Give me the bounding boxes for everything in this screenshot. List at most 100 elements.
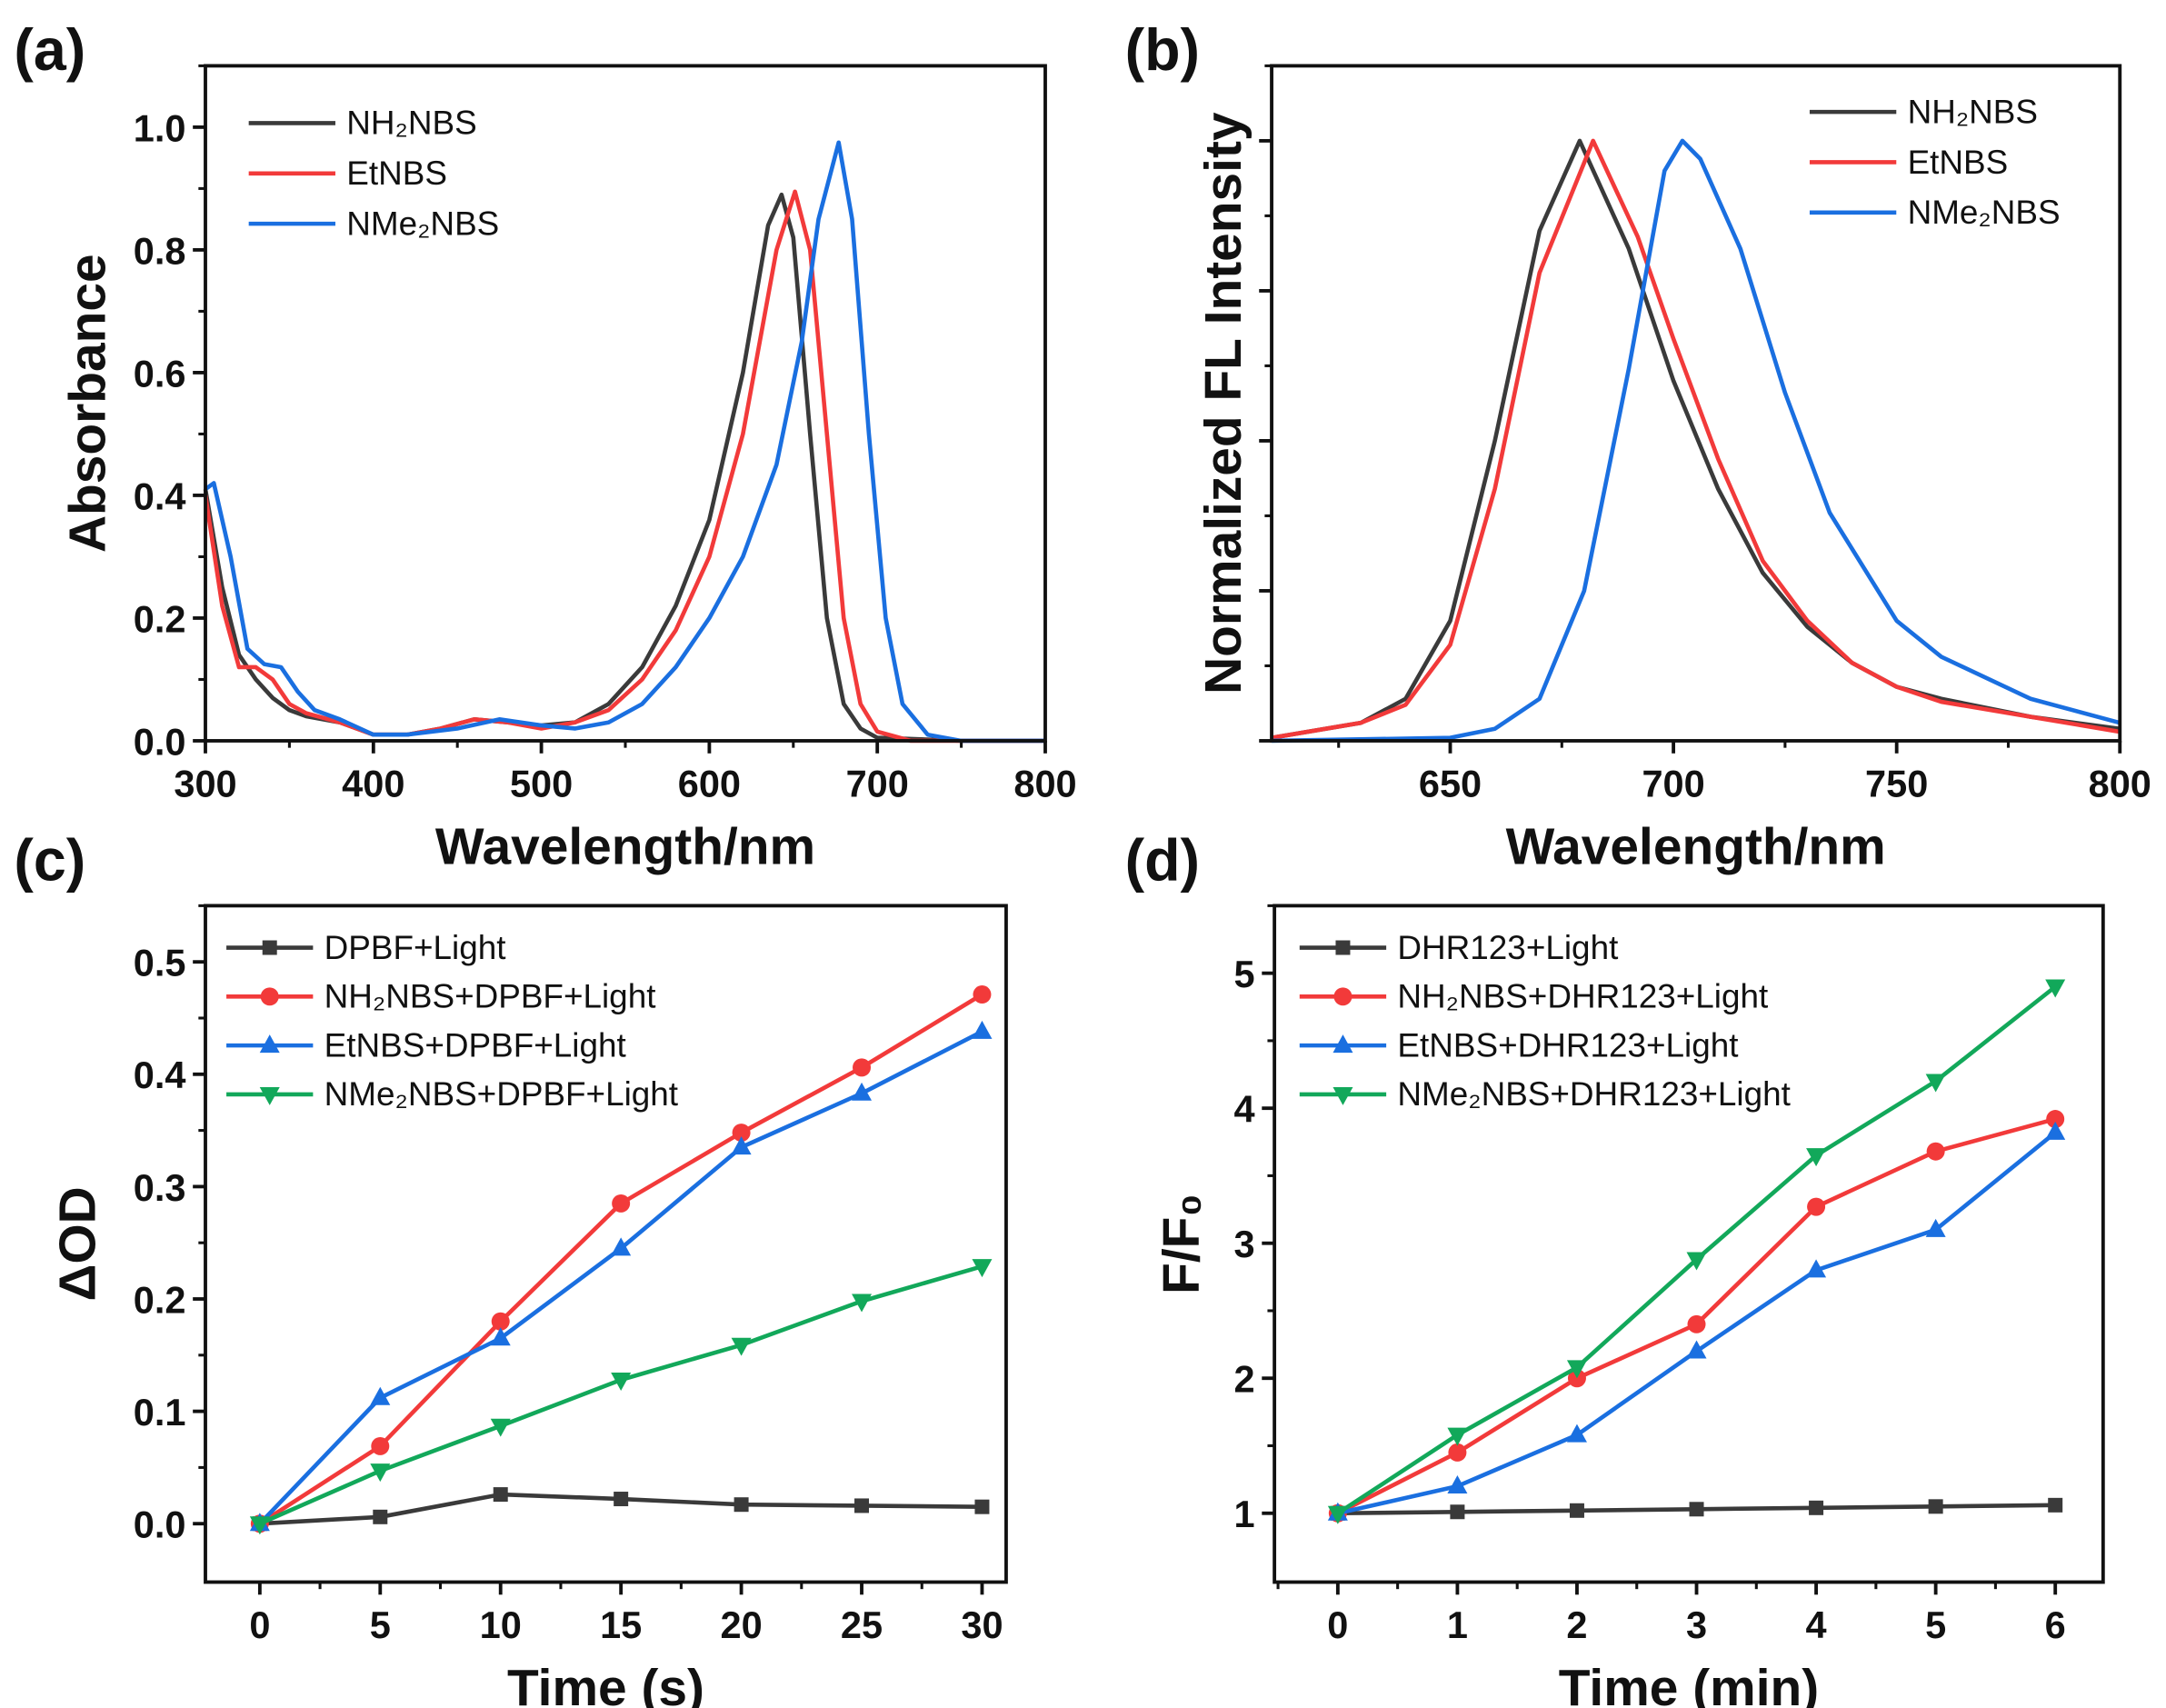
series-2 xyxy=(1272,138,2121,744)
data-point xyxy=(1689,1502,1704,1517)
legend-label: NH₂NBS xyxy=(346,105,476,142)
data-point xyxy=(1450,1504,1465,1520)
series-1 xyxy=(203,189,1045,744)
legend-label: NH₂NBS+DHR123+Light xyxy=(1397,978,1768,1015)
legend-entry: EtNBS xyxy=(248,155,447,192)
data-point xyxy=(491,1312,510,1331)
x-tick-label: 15 xyxy=(600,1603,642,1646)
legend-entry: DPBF+Light xyxy=(226,929,506,966)
legend-entry: EtNBS xyxy=(1809,144,2009,181)
series-3 xyxy=(249,1259,993,1535)
data-point xyxy=(1807,1197,1826,1216)
data-point xyxy=(262,940,277,955)
data-point xyxy=(370,1463,391,1483)
x-axis-title: Wavelength/nm xyxy=(435,818,815,875)
y-axis-title: Normalized FL Intensity xyxy=(1195,112,1253,694)
y-tick-label: 0.4 xyxy=(134,1054,186,1096)
series-line xyxy=(1272,138,2121,744)
x-tick-label: 700 xyxy=(1642,762,1704,804)
legend-entry: EtNBS+DHR123+Light xyxy=(1299,1026,1739,1064)
legend-label: NMe₂NBS xyxy=(346,205,499,242)
x-tick-label: 500 xyxy=(510,762,573,804)
y-tick-label: 4 xyxy=(1234,1088,1255,1131)
y-tick-label: 0.1 xyxy=(134,1391,186,1433)
panel-c: (c) DPBF+Light NH₂NBS+DPBF+Light EtNBS+DPBF… xyxy=(14,828,1008,1708)
data-point xyxy=(611,1237,632,1256)
x-tick-label: 30 xyxy=(961,1603,1003,1646)
x-tick-label: 1 xyxy=(1447,1603,1468,1646)
legend-label: DHR123+Light xyxy=(1397,929,1618,966)
legend-label: NMe₂NBS+DPBF+Light xyxy=(324,1075,678,1113)
legend-label: EtNBS xyxy=(346,155,447,192)
series-2 xyxy=(249,1020,993,1532)
data-point xyxy=(614,1492,629,1507)
series-line xyxy=(204,140,1045,744)
x-tick-label: 5 xyxy=(370,1603,391,1646)
x-tick-label: 2 xyxy=(1566,1603,1587,1646)
legend-entry: NH₂NBS xyxy=(248,105,477,142)
data-point xyxy=(973,985,992,1004)
panel-label: (c) xyxy=(14,828,85,894)
x-tick-label: 25 xyxy=(841,1603,883,1646)
y-tick-label: 1.0 xyxy=(134,106,186,149)
data-point xyxy=(1925,1074,1946,1093)
series-0 xyxy=(1330,1497,2063,1521)
data-point xyxy=(1333,1086,1353,1105)
legend-label: NH₂NBS xyxy=(1908,93,2038,130)
y-tick-label: 0.0 xyxy=(134,1503,186,1546)
data-point xyxy=(974,1499,990,1514)
series-1 xyxy=(250,985,992,1533)
legend-entry: NH₂NBS+DHR123+Light xyxy=(1299,978,1768,1015)
data-point xyxy=(1447,1427,1468,1446)
legend-entry: EtNBS+DPBF+Light xyxy=(226,1026,626,1064)
panel-a: (a) NH₂NBS EtNBS NMe₂NBS 300 400 500 600 700 800 0… xyxy=(14,17,1076,875)
y-tick-label: 0.6 xyxy=(134,352,186,395)
legend-label: EtNBS xyxy=(1908,144,2009,181)
data-point xyxy=(1928,1499,1943,1514)
x-tick-label: 650 xyxy=(1419,762,1482,804)
data-point xyxy=(731,1337,752,1356)
data-point xyxy=(1806,1148,1827,1167)
data-point xyxy=(731,1136,752,1155)
x-tick-label: 5 xyxy=(1925,1603,1946,1646)
series-line xyxy=(203,192,1045,744)
data-point xyxy=(249,1516,270,1535)
y-tick-label: 0.2 xyxy=(134,1278,186,1321)
data-point xyxy=(1447,1475,1468,1494)
legend-label: NMe₂NBS xyxy=(1908,194,2061,231)
series-1 xyxy=(1328,1110,2065,1523)
data-point xyxy=(371,1436,390,1455)
x-tick-label: 600 xyxy=(678,762,741,804)
panel-label: (d) xyxy=(1125,828,1200,894)
series-line xyxy=(1336,984,2057,1515)
series-0 xyxy=(252,1487,990,1532)
legend-entry: NH₂NBS+DPBF+Light xyxy=(226,978,655,1015)
series-2 xyxy=(204,140,1045,744)
y-axis-title: Absorbance xyxy=(59,254,116,553)
y-axis-title: F/F₀ xyxy=(1153,1194,1211,1294)
panel-b: (b) NH₂NBS EtNBS NMe₂NBS 650 700 750 800 Wavelen… xyxy=(1125,17,2151,875)
data-point xyxy=(1327,1505,1348,1524)
data-point xyxy=(1686,1340,1707,1359)
x-tick-label: 800 xyxy=(2089,762,2151,804)
y-tick-label: 0.4 xyxy=(134,474,186,517)
y-tick-label: 1 xyxy=(1234,1493,1255,1535)
x-axis-title: Time (s) xyxy=(507,1660,704,1708)
x-tick-label: 3 xyxy=(1686,1603,1707,1646)
data-point xyxy=(2046,1110,2065,1129)
data-point xyxy=(972,1020,993,1039)
data-point xyxy=(1566,1360,1587,1379)
x-tick-label: 750 xyxy=(1865,762,1928,804)
data-point xyxy=(490,1327,511,1346)
legend-entry: NMe₂NBS+DHR123+Light xyxy=(1299,1075,1791,1113)
data-point xyxy=(1686,1252,1707,1271)
legend-label: NH₂NBS+DPBF+Light xyxy=(324,978,656,1015)
x-tick-label: 0 xyxy=(1327,1603,1348,1646)
panel-d: (d) DHR123+Light NH₂NBS+DHR123+Light EtNBS+… xyxy=(1125,828,2105,1708)
legend-entry: NMe₂NBS xyxy=(248,205,499,242)
legend-entry: NMe₂NBS xyxy=(1809,194,2061,231)
panel-label: (a) xyxy=(14,17,85,83)
series-line xyxy=(1271,138,2121,740)
data-point xyxy=(1687,1314,1706,1333)
